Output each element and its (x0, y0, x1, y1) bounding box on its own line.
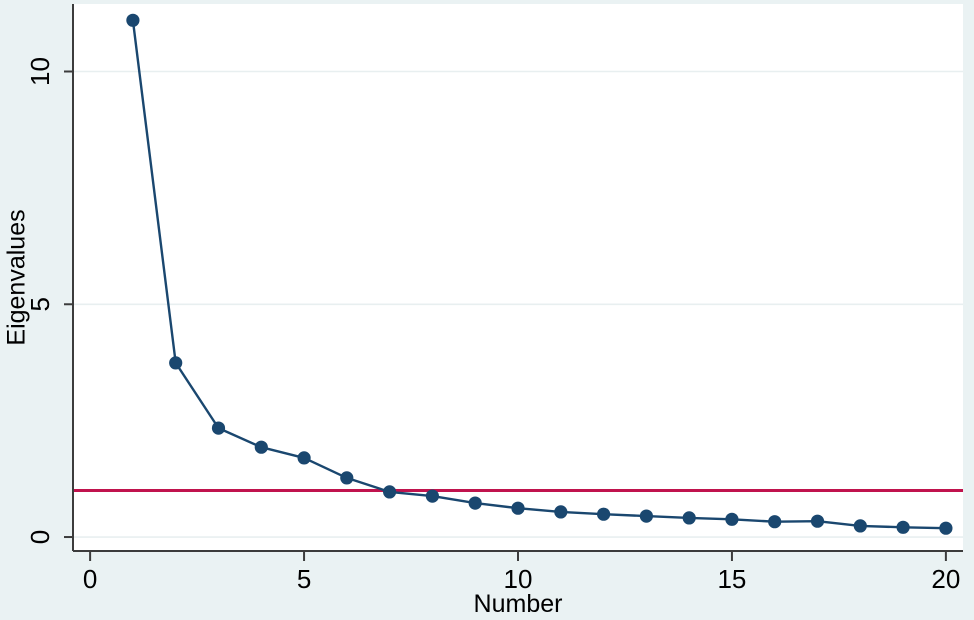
data-point (682, 511, 696, 525)
data-point (126, 13, 140, 27)
data-point (169, 356, 183, 370)
data-point (768, 515, 782, 529)
data-point (340, 471, 354, 485)
data-point (896, 520, 910, 534)
data-point (939, 521, 953, 535)
data-point (725, 512, 739, 526)
data-point (468, 496, 482, 510)
x-axis-title: Number (474, 590, 563, 618)
data-point (211, 421, 226, 435)
x-tick-label: 5 (297, 564, 311, 594)
x-tick-label: 15 (717, 564, 746, 594)
data-point (511, 501, 525, 515)
y-tick-label: 5 (25, 297, 55, 311)
data-point (297, 451, 311, 465)
y-tick-label: 10 (25, 57, 55, 86)
data-point (597, 507, 611, 521)
x-tick-label: 20 (931, 564, 960, 594)
plot-area (73, 4, 963, 551)
x-tick-label: 0 (83, 564, 97, 594)
x-tick-label: 10 (504, 564, 533, 594)
eigenvalue-series-line (131, 20, 946, 530)
data-point (639, 509, 654, 523)
y-tick-label: 0 (25, 530, 55, 544)
data-point (810, 514, 825, 528)
data-point (383, 485, 397, 499)
y-axis-title: Eigenvalues (3, 209, 31, 345)
data-point (425, 489, 439, 503)
data-point (554, 505, 568, 519)
data-point (853, 519, 867, 533)
data-point (254, 440, 268, 454)
